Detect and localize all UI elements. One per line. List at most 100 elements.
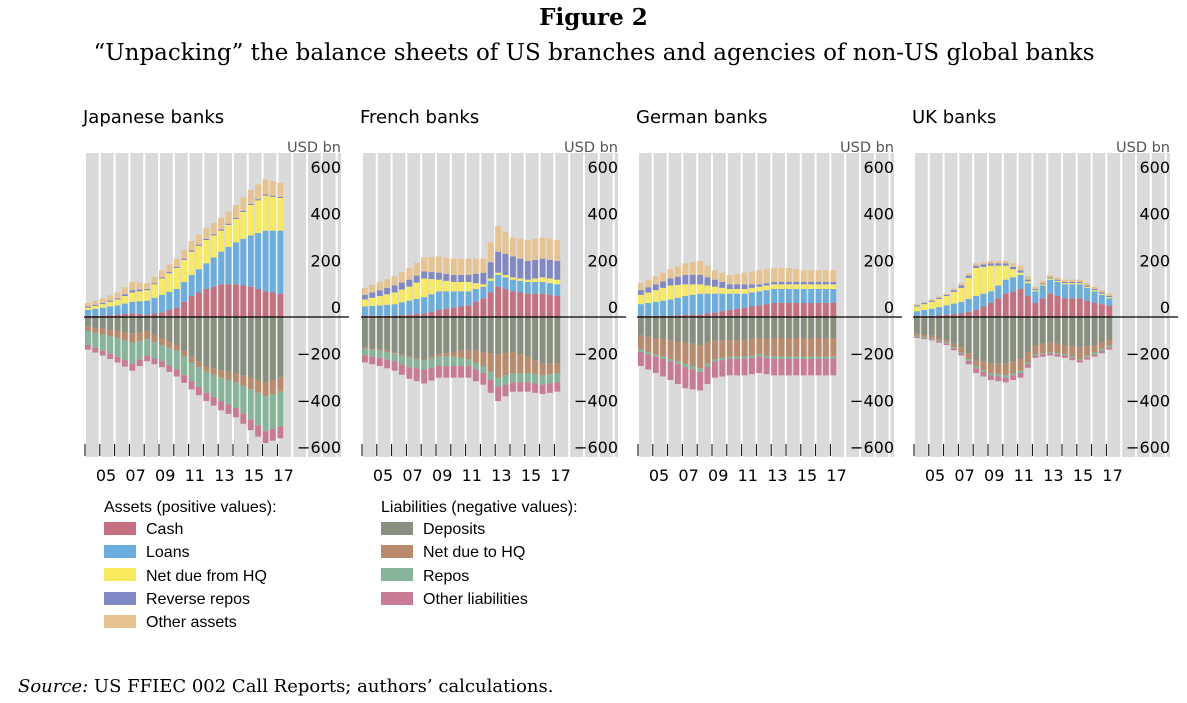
liability-bar-segment xyxy=(436,354,442,357)
asset-bar-segment xyxy=(203,240,210,264)
asset-bar-segment xyxy=(712,312,718,317)
asset-bar-segment xyxy=(689,262,696,276)
liability-bar-segment xyxy=(726,340,733,357)
liability-bar-segment xyxy=(1017,358,1024,371)
asset-bar-segment xyxy=(778,289,785,304)
asset-bar-segment xyxy=(682,314,689,317)
asset-bar-segment xyxy=(151,313,158,317)
asset-bar-segment xyxy=(436,279,442,292)
liability-bar-segment xyxy=(406,357,413,368)
liability-bar-segment xyxy=(638,349,644,352)
y-tick-label: −200 xyxy=(850,345,894,364)
asset-bar-segment xyxy=(547,283,553,295)
asset-bar-segment xyxy=(136,291,143,302)
asset-bar-segment xyxy=(988,263,994,266)
liability-bar-segment xyxy=(480,372,487,385)
liability-bar-segment xyxy=(958,347,965,352)
asset-bar-segment xyxy=(225,211,232,224)
liability-bar-segment xyxy=(1025,362,1031,365)
liability-bar-segment xyxy=(958,353,965,356)
asset-bar-segment xyxy=(823,284,829,290)
legend-swatch xyxy=(381,545,413,559)
asset-bar-segment xyxy=(823,303,829,317)
asset-bar-segment xyxy=(1032,286,1039,290)
liability-bar-segment xyxy=(99,334,106,351)
liability-bar-segment xyxy=(114,337,121,357)
legend-swatch xyxy=(381,568,413,582)
liability-bar-segment xyxy=(391,317,398,352)
liability-bar-segment xyxy=(914,317,920,334)
liability-bar-segment xyxy=(1062,354,1068,356)
y-tick-label: −600 xyxy=(574,438,618,457)
liability-bar-segment xyxy=(980,371,987,377)
liability-bar-segment xyxy=(122,332,128,341)
liability-bar-segment xyxy=(793,317,800,338)
asset-bar-segment xyxy=(1025,296,1031,317)
liability-bar-segment xyxy=(1017,317,1024,359)
asset-bar-segment xyxy=(188,275,195,297)
asset-bar-segment xyxy=(645,279,652,288)
legend-label: Other liabilities xyxy=(423,590,528,608)
y-tick-label: −200 xyxy=(1126,345,1170,364)
liability-bar-segment xyxy=(159,344,165,362)
liability-bar-segment xyxy=(114,330,121,338)
asset-bar-segment xyxy=(510,291,516,317)
liability-bar-segment xyxy=(399,355,405,365)
liability-bar-segment xyxy=(210,368,217,375)
liability-bar-segment xyxy=(188,317,195,357)
asset-bar-segment xyxy=(1054,277,1061,280)
asset-bar-segment xyxy=(218,217,224,230)
asset-bar-segment xyxy=(943,294,950,297)
asset-bar-segment xyxy=(196,244,202,246)
asset-bar-segment xyxy=(362,299,368,307)
asset-bar-segment xyxy=(399,289,405,303)
asset-bar-segment xyxy=(391,285,398,293)
legend-label: Deposits xyxy=(423,521,486,538)
liability-bar-segment xyxy=(210,396,217,406)
liability-bar-segment xyxy=(995,317,1002,364)
liability-bar-segment xyxy=(391,351,398,354)
asset-bar-segment xyxy=(399,282,405,290)
liability-bar-segment xyxy=(524,356,531,373)
asset-bar-segment xyxy=(995,285,1002,299)
liability-bar-segment xyxy=(376,350,383,358)
asset-bar-segment xyxy=(1032,290,1039,292)
liability-bar-segment xyxy=(502,375,509,385)
liability-bar-segment xyxy=(465,317,472,350)
asset-bar-segment xyxy=(181,301,187,317)
liability-bar-segment xyxy=(741,356,748,359)
asset-bar-segment xyxy=(771,289,777,304)
asset-bar-segment xyxy=(793,269,800,283)
liability-bar-segment xyxy=(712,340,718,359)
liability-bar-segment xyxy=(689,365,696,370)
x-tick-label: 05 xyxy=(649,466,669,485)
charts-area: Japanese banks USD bn 600 400 200 0 −200 −400 −6… xyxy=(82,107,1178,485)
liability-bar-segment xyxy=(786,356,792,359)
asset-bar-segment xyxy=(749,287,755,293)
liability-bar-segment xyxy=(129,317,136,334)
liability-bar-segment xyxy=(1106,317,1113,341)
x-tick-label: 09 xyxy=(708,466,728,485)
asset-bar-segment xyxy=(480,284,487,287)
x-tick-label: 13 xyxy=(214,466,234,485)
y-tick-label: 0 xyxy=(608,298,618,317)
asset-bar-segment xyxy=(778,303,785,317)
x-tick-label: 09 xyxy=(155,466,175,485)
asset-bar-segment xyxy=(712,279,718,287)
liability-bar-segment xyxy=(384,359,390,369)
liability-bar-segment xyxy=(247,377,254,390)
liability-bar-segment xyxy=(943,343,950,345)
asset-bar-segment xyxy=(726,275,733,285)
asset-bar-segment xyxy=(988,291,994,304)
asset-bar-segment xyxy=(406,268,413,280)
y-tick-label: −200 xyxy=(574,345,618,364)
asset-bar-segment xyxy=(815,282,822,285)
liability-bar-segment xyxy=(421,369,427,384)
asset-bar-segment xyxy=(495,286,501,317)
asset-bar-segment xyxy=(675,284,681,298)
asset-bar-segment xyxy=(539,237,546,259)
asset-bar-segment xyxy=(428,311,435,317)
asset-bar-segment xyxy=(741,284,748,290)
asset-bar-segment xyxy=(1091,303,1098,317)
liability-bar-segment xyxy=(1062,355,1068,358)
